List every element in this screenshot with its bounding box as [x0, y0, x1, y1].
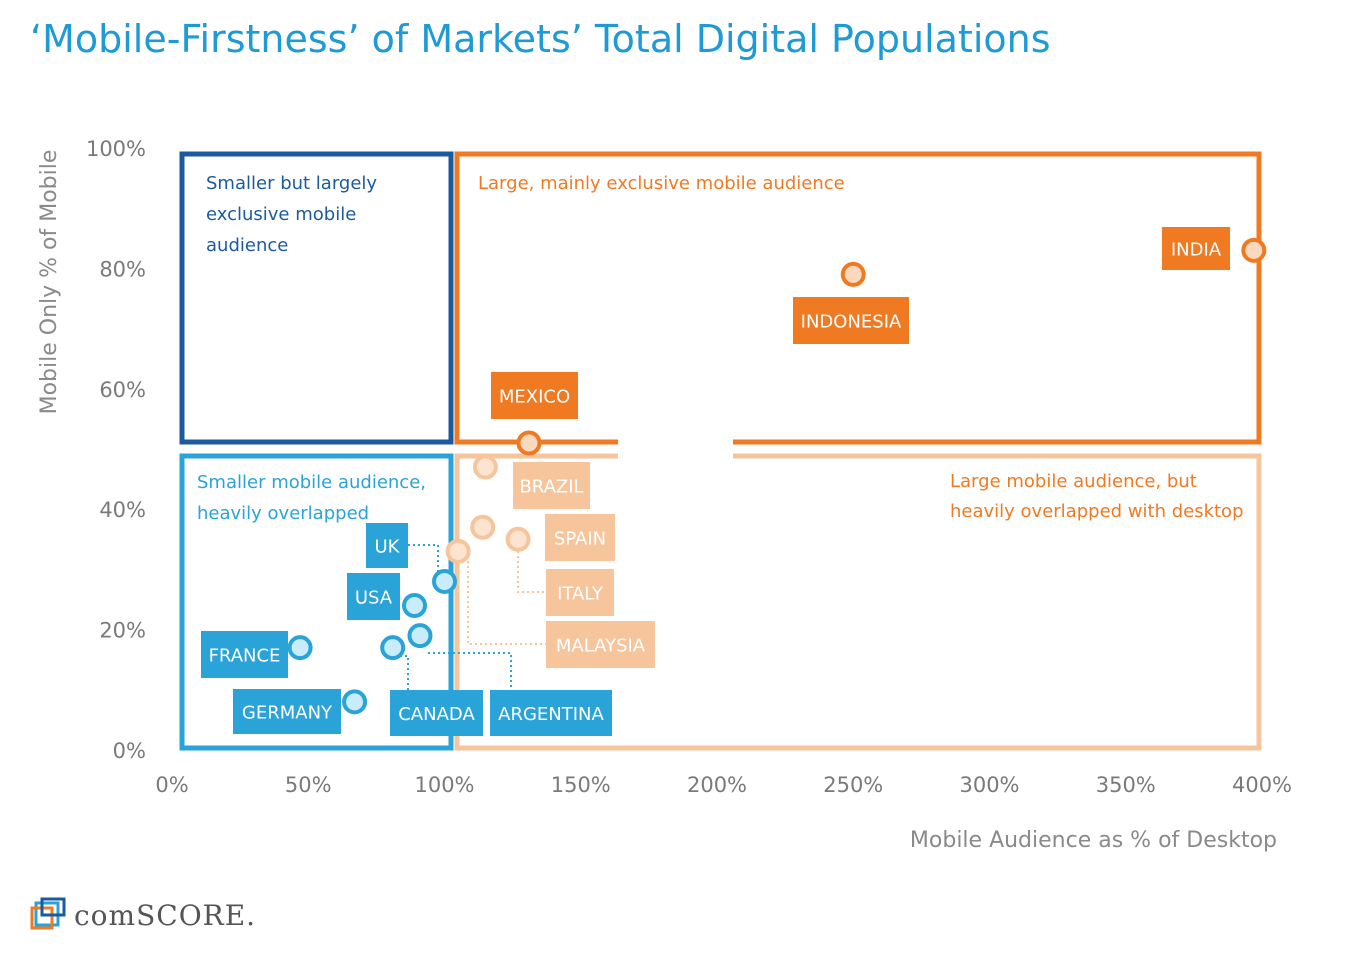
quadrant-label-top-left: Smaller but largely — [206, 173, 377, 194]
tag-mexico — [491, 372, 578, 419]
y-axis: 0% 20% 40% 60% 80% 100% Mobile Only % of Mobil… — [37, 137, 146, 763]
tag-spain — [545, 514, 615, 561]
tag-label-argentina: ARGENTINA — [498, 704, 604, 725]
tag-label-spain: SPAIN — [554, 529, 606, 550]
tag-label-india: INDIA — [1171, 240, 1222, 261]
point-indonesia — [840, 261, 866, 287]
chart-title: ‘Mobile-Firstness’ of Markets’ Total Dig… — [30, 17, 1051, 61]
quadrant-label-top-right: Large, mainly exclusive mobile audience — [478, 173, 845, 194]
connector-argentina — [428, 652, 512, 690]
y-tick-label: 20% — [99, 619, 146, 643]
border-gap — [618, 436, 733, 462]
quadrant-bottom-right — [454, 453, 1262, 751]
connector-uk — [408, 544, 439, 575]
quadrant-bottom-left — [179, 453, 454, 751]
quadrant-top-right — [454, 151, 1262, 445]
quadrant-layer: Smaller but largely exclusive mobile audie… — [179, 151, 1262, 751]
x-tick-label: 100% — [414, 773, 474, 797]
x-tick-label: 300% — [959, 773, 1019, 797]
tag-india — [1162, 227, 1230, 270]
y-tick-label: 80% — [99, 257, 146, 281]
tag-label-italy: ITALY — [557, 584, 604, 605]
quadrant-top-left — [179, 151, 454, 445]
quadrant-label-top-left: exclusive mobile — [206, 204, 356, 225]
point-germany — [342, 689, 368, 715]
point-india — [1241, 237, 1267, 263]
point-brazil — [472, 454, 498, 480]
tag-usa — [347, 573, 400, 620]
quadrant-label-bottom-right: Large mobile audience, but — [950, 471, 1197, 492]
label-tags-layer: INDIA INDONESIA MEXICO BRAZIL SPAIN ITALY MALA… — [201, 227, 1230, 736]
tag-label-uk: UK — [375, 537, 401, 558]
y-axis-label: Mobile Only % of Mobile — [37, 150, 62, 415]
tag-label-indonesia: INDONESIA — [801, 312, 902, 333]
tag-label-malaysia: MALAYSIA — [556, 636, 646, 657]
comscore-logo-icon — [30, 897, 66, 930]
point-mexico — [516, 430, 542, 456]
tag-label-usa: USA — [355, 588, 393, 609]
x-tick-label: 0% — [155, 773, 188, 797]
point-italy — [505, 526, 531, 552]
tag-label-mexico: MEXICO — [499, 387, 570, 408]
y-tick-label: 0% — [113, 739, 146, 763]
tag-label-brazil: BRAZIL — [519, 477, 583, 498]
x-tick-label: 200% — [687, 773, 747, 797]
point-france — [287, 635, 313, 661]
point-uk — [432, 568, 457, 594]
tag-indonesia — [793, 297, 909, 344]
tag-label-canada: CANADA — [398, 704, 475, 725]
x-axis-label: Mobile Audience as % of Desktop — [910, 828, 1277, 853]
quadrant-label-bottom-right: heavily overlapped with desktop — [950, 501, 1244, 522]
tag-malaysia — [546, 621, 655, 668]
tag-label-france: FRANCE — [209, 646, 281, 667]
x-tick-label: 400% — [1232, 773, 1292, 797]
point-canada — [380, 635, 406, 661]
x-tick-label: 250% — [823, 773, 883, 797]
tag-uk — [366, 523, 408, 568]
brand-name: comSCORE. — [74, 899, 256, 932]
brand-logo: comSCORE. — [30, 897, 256, 932]
point-malaysia — [445, 538, 471, 564]
x-tick-label: 50% — [285, 773, 332, 797]
x-tick-label: 150% — [551, 773, 611, 797]
y-tick-label: 60% — [99, 378, 146, 402]
tag-germany — [233, 689, 341, 734]
points-layer — [287, 237, 1267, 715]
tag-argentina — [490, 690, 612, 736]
point-spain — [470, 514, 496, 540]
quadrant-label-bottom-left: Smaller mobile audience, — [197, 472, 426, 493]
tag-brazil — [513, 462, 590, 509]
point-usa — [402, 593, 428, 619]
connector-italy — [517, 551, 546, 593]
connector-canada — [395, 655, 409, 690]
point-argentina — [407, 623, 433, 649]
quadrant-label-bottom-left: heavily overlapped — [197, 503, 369, 524]
connector-layer — [395, 544, 546, 690]
y-tick-label: 100% — [86, 137, 146, 161]
tag-italy — [546, 569, 614, 616]
tag-france — [201, 631, 288, 678]
quadrant-label-top-left: audience — [206, 235, 288, 256]
tag-canada — [390, 690, 483, 736]
x-tick-label: 350% — [1096, 773, 1156, 797]
connector-malaysia — [467, 561, 546, 645]
y-tick-label: 40% — [99, 498, 146, 522]
x-axis: 0% 50% 100% 150% 200% 250% 300% 350% 400% Mobile … — [155, 773, 1292, 853]
tag-label-germany: GERMANY — [242, 703, 333, 724]
